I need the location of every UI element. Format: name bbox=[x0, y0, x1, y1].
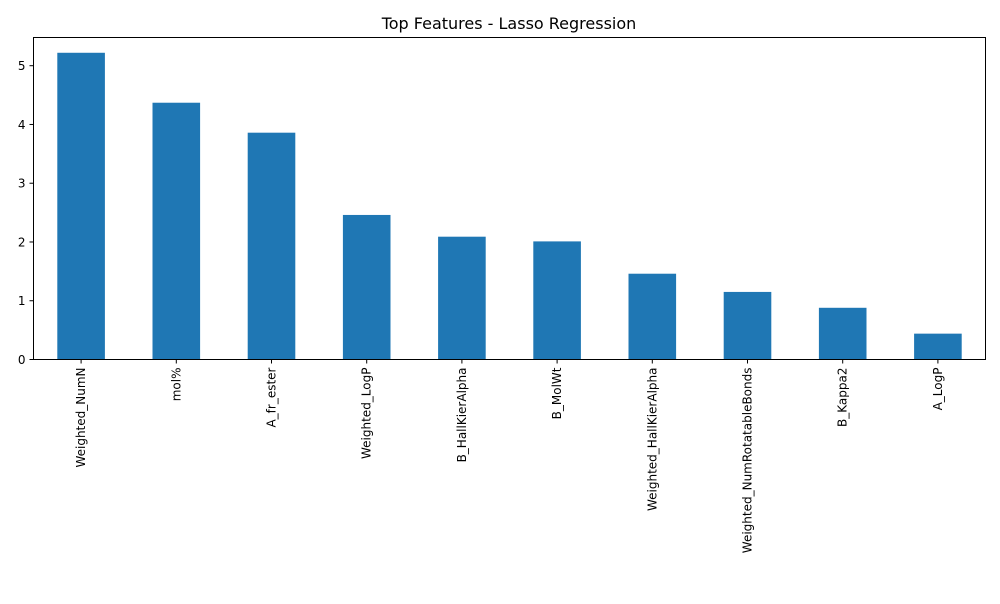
bar-8 bbox=[818, 307, 867, 360]
y-tick-label: 5 bbox=[18, 59, 26, 73]
bar-3 bbox=[342, 214, 391, 360]
bar-2 bbox=[247, 132, 296, 360]
x-tick-label: A_fr_ester bbox=[265, 367, 279, 427]
x-tick-label: Weighted_NumRotatableBonds bbox=[741, 368, 755, 554]
plot-frame bbox=[33, 37, 986, 360]
x-tick-label: Weighted_LogP bbox=[360, 368, 374, 459]
x-tick-label: Weighted_HallKierAlpha bbox=[645, 368, 659, 512]
bars-layer bbox=[57, 52, 962, 360]
chart-title: Top Features - Lasso Regression bbox=[381, 14, 637, 33]
bar-9 bbox=[914, 333, 962, 360]
bar-1 bbox=[152, 102, 201, 360]
x-tick-label: A_LogP bbox=[931, 368, 945, 411]
y-tick-label: 1 bbox=[18, 294, 26, 308]
x-tick-label: mol% bbox=[169, 368, 183, 402]
bar-0 bbox=[57, 52, 105, 360]
y-tick-label: 4 bbox=[18, 118, 26, 132]
x-tick-label: B_MolWt bbox=[550, 367, 564, 419]
x-axis: Weighted_NumN mol% A_fr_ester Weighted_LogP… bbox=[74, 359, 945, 554]
bar-4 bbox=[438, 236, 486, 360]
y-tick-label: 0 bbox=[18, 353, 26, 367]
x-tick-label: B_Kappa2 bbox=[836, 368, 850, 427]
x-tick-label: B_HallKierAlpha bbox=[455, 368, 469, 463]
y-axis: 0 1 2 3 4 5 bbox=[18, 59, 34, 367]
y-tick-label: 2 bbox=[18, 235, 26, 249]
bar-5 bbox=[533, 241, 581, 360]
x-tick-label: Weighted_NumN bbox=[74, 368, 88, 468]
y-tick-label: 3 bbox=[18, 177, 26, 191]
bar-6 bbox=[628, 273, 677, 360]
bar-7 bbox=[723, 291, 772, 360]
